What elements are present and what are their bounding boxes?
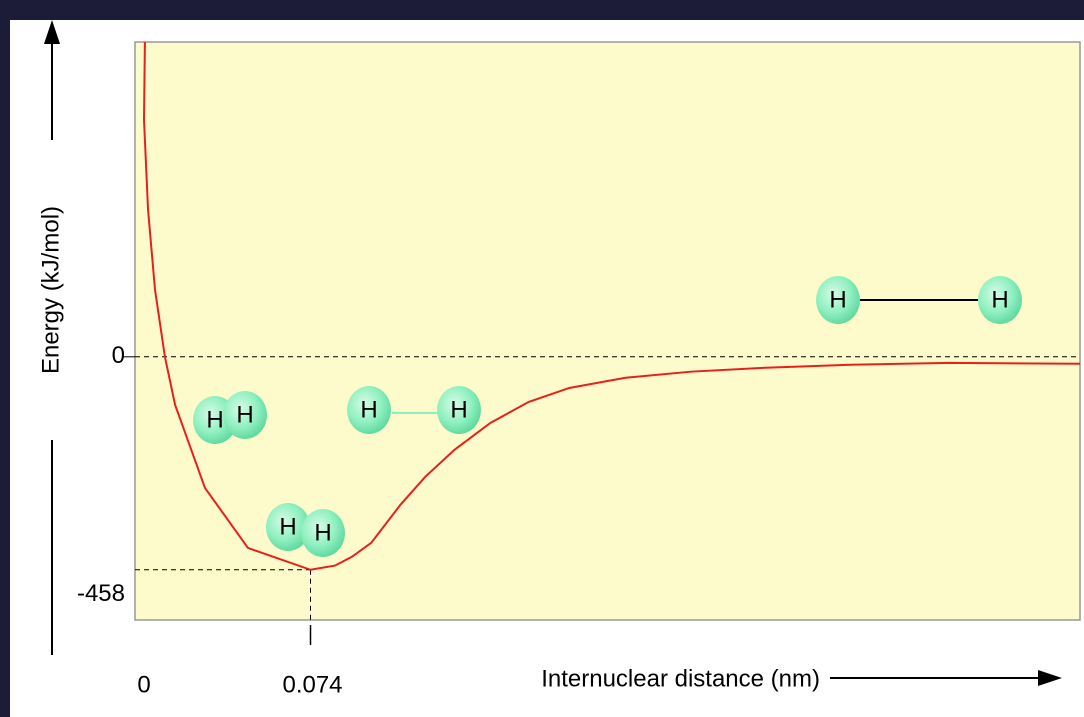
atom-label: H bbox=[991, 286, 1008, 313]
curve bbox=[142, 41, 1081, 571]
label-bg bbox=[32, 140, 72, 440]
x-axis-label: Internuclear distance (nm) bbox=[541, 665, 820, 692]
atom-label: H bbox=[236, 401, 253, 428]
atom-label: H bbox=[360, 396, 377, 423]
y-tick-label: 0 bbox=[112, 342, 125, 369]
y-axis-label: Energy (kJ/mol) bbox=[37, 206, 64, 374]
y-tick-label: -458 bbox=[77, 580, 125, 607]
atom-label: H bbox=[279, 513, 296, 540]
atom bbox=[301, 509, 345, 557]
atom-label: H bbox=[314, 519, 331, 546]
atom bbox=[978, 276, 1022, 324]
atom bbox=[223, 391, 267, 439]
atom-label: H bbox=[450, 396, 467, 423]
x-tick-label: 0 bbox=[137, 671, 150, 698]
atom bbox=[347, 386, 391, 434]
x-tick-label: 0.074 bbox=[282, 671, 342, 698]
atom-label: H bbox=[206, 406, 223, 433]
atom bbox=[437, 386, 481, 434]
y-arrow-head bbox=[44, 20, 60, 44]
atom bbox=[266, 503, 310, 551]
atom-label: H bbox=[829, 286, 846, 313]
atom bbox=[816, 276, 860, 324]
x-arrow-head bbox=[1038, 670, 1062, 686]
